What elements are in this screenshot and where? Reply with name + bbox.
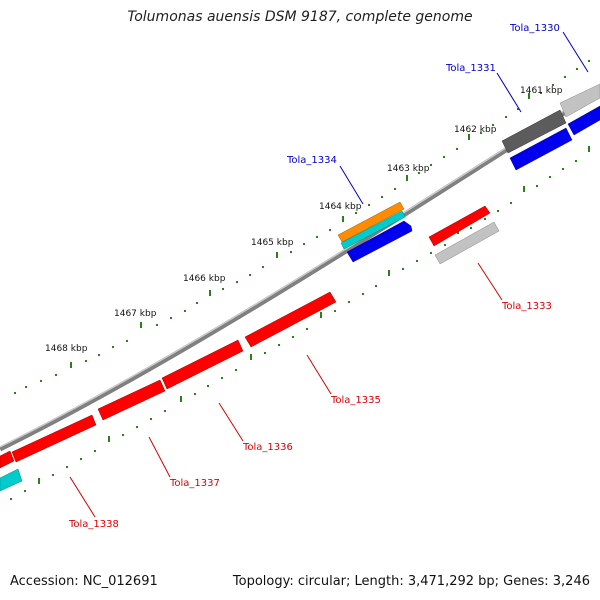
kbp-label-1468: 1468 kbp — [45, 344, 88, 354]
map-title: Tolumonas auensis DSM 9187, complete gen… — [127, 9, 473, 25]
gene-label-tola-1330[interactable]: Tola_1330 — [509, 23, 560, 34]
kbp-label-1464: 1464 kbp — [319, 202, 362, 212]
gene-label-tola-1333[interactable]: Tola_1333 — [501, 301, 552, 312]
gene-label-tola-1337[interactable]: Tola_1337 — [169, 478, 220, 489]
gene-label-tola-1334[interactable]: Tola_1334 — [286, 155, 337, 166]
gene-cyan-rna-1[interactable] — [340, 210, 406, 250]
kbp-label-1461: 1461 kbp — [520, 86, 563, 96]
outer-tick-ring — [14, 60, 590, 394]
gene-label-tola-1331[interactable]: Tola_1331 — [445, 63, 496, 74]
gene-reverse-mid[interactable] — [346, 220, 413, 263]
leader-tola-1336 — [218, 402, 244, 442]
leader-tola-1330 — [562, 31, 589, 73]
gene-tola-1333-bar[interactable] — [434, 221, 500, 265]
genome-summary-text: Topology: circular; Length: 3,471,292 bp… — [232, 574, 590, 589]
leader-tola-1335 — [306, 354, 332, 395]
kbp-label-1467: 1467 kbp — [114, 309, 157, 319]
leader-tola-1338 — [69, 476, 96, 518]
leader-tola-1337 — [148, 436, 171, 478]
accession-text: Accession: NC_012691 — [10, 574, 158, 589]
leader-tola-1331 — [496, 72, 522, 113]
gene-label-tola-1335[interactable]: Tola_1335 — [330, 395, 381, 406]
gene-label-tola-1336[interactable]: Tola_1336 — [242, 442, 293, 453]
gene-left-edge-cyan[interactable] — [0, 468, 23, 492]
leader-tola-1334 — [339, 165, 364, 205]
gene-forward-mid-right[interactable] — [428, 205, 491, 247]
gene-left-edge-red[interactable] — [0, 450, 15, 469]
inner-tick-ring — [10, 146, 590, 500]
gene-tola-1334-bar[interactable] — [337, 201, 405, 243]
gene-tola-1336-bar[interactable] — [161, 339, 244, 390]
leader-tola-1333 — [477, 262, 503, 301]
gene-reverse-top-right[interactable] — [567, 105, 600, 136]
kbp-label-1466: 1466 kbp — [183, 274, 226, 284]
gene-tola-1335-bar[interactable] — [244, 291, 337, 348]
gene-tola-1330-bar[interactable] — [559, 83, 600, 118]
gene-tola-1338-bar[interactable] — [11, 414, 97, 463]
gene-tola-1337-bar[interactable] — [97, 379, 166, 421]
gene-tola-1331-bar[interactable] — [501, 109, 567, 154]
gene-label-tola-1338[interactable]: Tola_1338 — [68, 519, 119, 530]
kbp-label-1465: 1465 kbp — [251, 238, 294, 248]
kbp-label-1462: 1462 kbp — [454, 125, 497, 135]
kbp-label-1463: 1463 kbp — [387, 164, 430, 174]
gene-tola-1332-bar[interactable] — [509, 127, 573, 171]
